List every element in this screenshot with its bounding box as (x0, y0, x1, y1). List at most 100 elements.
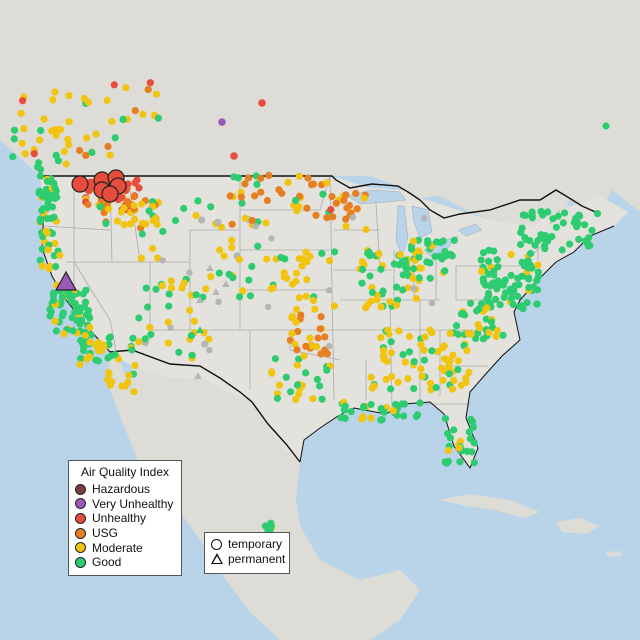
monitor-marker (405, 333, 414, 341)
monitor-marker (561, 209, 569, 217)
monitor-marker (248, 262, 256, 271)
monitor-marker (92, 130, 100, 138)
monitor-marker (507, 295, 515, 303)
monitor-marker (100, 341, 108, 349)
monitor-marker (122, 84, 130, 92)
monitor-marker (186, 269, 193, 276)
monitor-marker (73, 316, 81, 324)
monitor-marker (124, 378, 132, 387)
monitor-marker (360, 194, 368, 202)
monitor-marker (87, 331, 95, 339)
monitor-marker (77, 336, 85, 345)
monitor-marker (207, 273, 215, 281)
monitor-marker (492, 332, 500, 340)
monitor-marker (215, 298, 222, 305)
monitor-marker (268, 369, 276, 377)
lake-ontario (457, 223, 483, 237)
monitor-marker (130, 388, 138, 396)
monitor-marker (572, 214, 580, 223)
monitor-marker (152, 285, 160, 293)
monitor-marker (441, 415, 450, 423)
monitor-type-legend: temporary permanent (204, 532, 290, 574)
monitor-marker (446, 356, 454, 364)
monitor-marker (318, 395, 326, 403)
monitor-marker (439, 344, 447, 352)
monitor-marker (415, 253, 423, 261)
monitor-marker (18, 139, 26, 147)
monitor-marker (104, 354, 112, 362)
monitor-marker (298, 262, 306, 270)
monitor-marker (466, 435, 474, 443)
monitor-marker (456, 458, 464, 466)
legend-label: Unhealthy (92, 511, 147, 526)
monitor-marker (493, 256, 501, 264)
lake-huron (411, 205, 433, 239)
monitor-marker (353, 205, 361, 213)
monitor-marker (421, 333, 429, 341)
monitor-marker (321, 333, 329, 341)
monitor-marker (325, 342, 333, 350)
monitor-marker (362, 304, 370, 312)
monitor-marker (164, 339, 172, 347)
monitor-marker (264, 303, 272, 310)
monitor-marker (104, 205, 112, 213)
monitor-marker (444, 430, 452, 438)
monitor-marker (399, 286, 407, 294)
monitor-marker (534, 272, 543, 281)
monitor-marker (387, 349, 395, 357)
monitor-marker (302, 292, 310, 300)
monitor-marker (102, 219, 110, 227)
monitor-marker (581, 221, 589, 229)
monitor-marker (544, 237, 552, 245)
monitor-marker (149, 244, 157, 253)
monitor-marker (288, 314, 296, 322)
monitor-marker (463, 347, 471, 355)
monitor-marker (198, 216, 206, 224)
monitor-marker (69, 327, 77, 335)
monitor-marker (485, 246, 493, 254)
canada-landmass (0, 0, 640, 236)
monitor-marker (10, 135, 18, 143)
monitor-marker (21, 150, 29, 158)
monitor-marker (283, 274, 291, 282)
monitor-marker (220, 252, 228, 260)
monitor-marker (45, 265, 53, 273)
monitor-marker (525, 283, 533, 292)
monitor-marker (426, 379, 435, 387)
monitor-marker (303, 276, 311, 284)
monitor-marker (144, 85, 152, 93)
monitor-marker (405, 348, 413, 356)
monitor-marker (138, 230, 146, 238)
monitor-marker (202, 285, 210, 293)
monitor-marker (69, 292, 77, 300)
monitor-marker (257, 174, 265, 182)
monitor-marker (464, 329, 472, 337)
monitor-marker (450, 426, 458, 434)
circle-icon (211, 538, 222, 550)
monitor-marker (496, 301, 504, 309)
monitor-marker (152, 214, 160, 222)
monitor-marker (358, 258, 366, 266)
monitor-marker (323, 214, 331, 222)
monitor-marker (180, 279, 188, 287)
monitor-marker-permanent (54, 270, 78, 291)
monitor-marker (401, 358, 409, 366)
monitor-marker (420, 346, 428, 354)
monitor-marker (377, 333, 385, 342)
monitor-marker (50, 213, 58, 221)
monitor-marker (446, 250, 454, 258)
monitor-marker (239, 287, 247, 295)
monitor-marker (65, 118, 73, 126)
monitor-marker (477, 256, 485, 264)
monitor-marker (86, 323, 94, 331)
monitor-marker (418, 372, 426, 380)
monitor-marker (352, 189, 360, 197)
monitor-marker (507, 271, 515, 279)
monitor-marker (410, 265, 418, 273)
monitor-marker (452, 322, 461, 330)
monitor-marker-permanent (212, 288, 220, 296)
monitor-marker (302, 342, 310, 350)
monitor-marker (485, 257, 493, 265)
monitor-marker (142, 284, 150, 292)
